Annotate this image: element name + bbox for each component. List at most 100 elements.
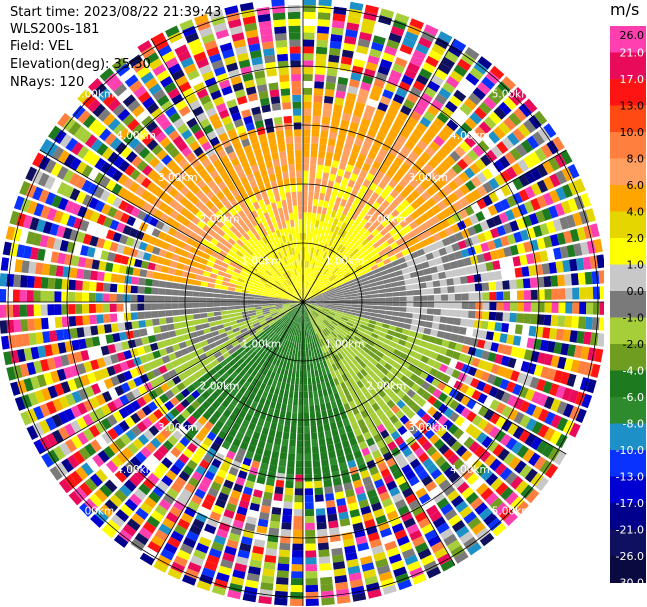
radar-gate bbox=[376, 485, 388, 495]
radar-gate bbox=[156, 256, 165, 265]
radar-gate bbox=[216, 324, 225, 330]
radar-gate bbox=[132, 356, 142, 367]
radar-gate bbox=[329, 309, 337, 313]
radar-gate bbox=[53, 129, 67, 144]
radar-gate bbox=[377, 398, 386, 408]
radar-gate bbox=[274, 590, 288, 599]
radar-gate bbox=[282, 299, 290, 301]
radar-gate bbox=[270, 288, 278, 293]
radar-gate bbox=[277, 310, 285, 315]
radar-gate bbox=[239, 350, 247, 358]
radar-gate bbox=[182, 264, 191, 272]
radar-gate bbox=[283, 316, 290, 323]
radar-gate bbox=[516, 290, 525, 300]
radar-gate bbox=[316, 39, 328, 48]
radar-gate bbox=[248, 359, 256, 367]
radar-gate bbox=[399, 415, 410, 425]
radar-gate bbox=[333, 181, 341, 190]
radar-gate bbox=[66, 100, 81, 115]
radar-gate bbox=[482, 302, 490, 310]
radar-gate bbox=[354, 137, 364, 147]
radar-gate bbox=[579, 302, 587, 315]
radar-gate bbox=[359, 147, 369, 157]
radar-gate bbox=[285, 290, 292, 295]
radar-gate bbox=[278, 288, 285, 293]
radar-gate bbox=[269, 322, 277, 329]
radar-gate bbox=[327, 262, 334, 270]
radar-gate bbox=[143, 429, 155, 441]
radar-gate bbox=[310, 226, 315, 234]
radar-gate bbox=[329, 47, 341, 56]
radar-gate bbox=[276, 279, 283, 285]
radar-gate bbox=[276, 268, 283, 276]
radar-gate bbox=[471, 357, 481, 368]
radar-gate bbox=[298, 308, 302, 316]
radar-gate bbox=[152, 173, 164, 185]
radar-gate bbox=[130, 425, 142, 437]
radar-gate bbox=[306, 274, 309, 282]
radar-gate bbox=[107, 428, 119, 441]
radar-gate bbox=[253, 274, 261, 280]
radar-gate bbox=[267, 471, 276, 480]
radar-gate bbox=[345, 164, 354, 173]
radar-gate bbox=[192, 308, 200, 314]
radar-gate bbox=[314, 67, 326, 75]
radar-gate bbox=[91, 259, 100, 270]
radar-gate bbox=[346, 431, 355, 440]
radar-gate bbox=[176, 240, 186, 249]
radar-gate bbox=[280, 250, 286, 258]
radar-gate bbox=[364, 134, 375, 144]
radar-gate bbox=[564, 273, 572, 286]
radar-gate bbox=[95, 393, 106, 406]
radar-gate bbox=[132, 267, 141, 277]
radar-gate bbox=[158, 404, 169, 415]
radar-gate bbox=[356, 371, 364, 380]
radar-gate bbox=[419, 308, 428, 314]
radar-gate bbox=[234, 204, 242, 213]
radar-gate bbox=[307, 290, 312, 297]
radar-gate bbox=[377, 102, 389, 112]
radar-gate bbox=[323, 102, 333, 111]
radar-gate bbox=[496, 291, 504, 301]
radar-gate bbox=[110, 353, 119, 364]
radar-gate bbox=[305, 308, 309, 315]
radar-gate bbox=[67, 353, 77, 365]
radar-gate bbox=[131, 155, 143, 168]
radar-gate bbox=[132, 239, 142, 249]
radar-gate bbox=[550, 355, 560, 368]
radar-gate bbox=[261, 455, 270, 465]
radar-gate bbox=[309, 304, 316, 308]
radar-gate bbox=[289, 297, 297, 301]
radar-gate bbox=[248, 422, 256, 431]
radar-gate bbox=[337, 76, 349, 86]
radar-gate bbox=[264, 285, 272, 290]
radar-gate bbox=[510, 346, 520, 358]
radar-gate bbox=[224, 144, 235, 155]
radar-gate bbox=[418, 452, 430, 463]
radar-gate bbox=[348, 194, 356, 203]
radar-gate bbox=[421, 191, 431, 201]
radar-gate bbox=[393, 349, 402, 357]
radar-gate bbox=[387, 441, 398, 451]
radar-gate bbox=[193, 255, 202, 263]
radar-gate bbox=[154, 161, 165, 173]
radar-gate bbox=[233, 253, 242, 261]
radar-gate bbox=[291, 557, 303, 565]
radar-gate bbox=[268, 339, 275, 347]
radar-gate bbox=[307, 282, 311, 290]
radar-gate bbox=[494, 188, 506, 200]
radar-gate bbox=[375, 72, 388, 82]
radar-gate bbox=[380, 367, 389, 376]
radar-gate bbox=[305, 289, 310, 296]
radar-gate bbox=[432, 250, 441, 259]
radar-gate bbox=[229, 379, 238, 388]
radar-gate bbox=[305, 584, 319, 593]
radar-gate bbox=[267, 378, 274, 386]
radar-gate bbox=[319, 375, 325, 383]
radar-gate bbox=[224, 434, 234, 444]
radar-gate bbox=[410, 110, 422, 122]
radar-gate bbox=[229, 207, 238, 217]
radar-gate bbox=[343, 446, 353, 456]
radar-gate bbox=[461, 468, 474, 481]
radar-gate bbox=[119, 361, 129, 372]
